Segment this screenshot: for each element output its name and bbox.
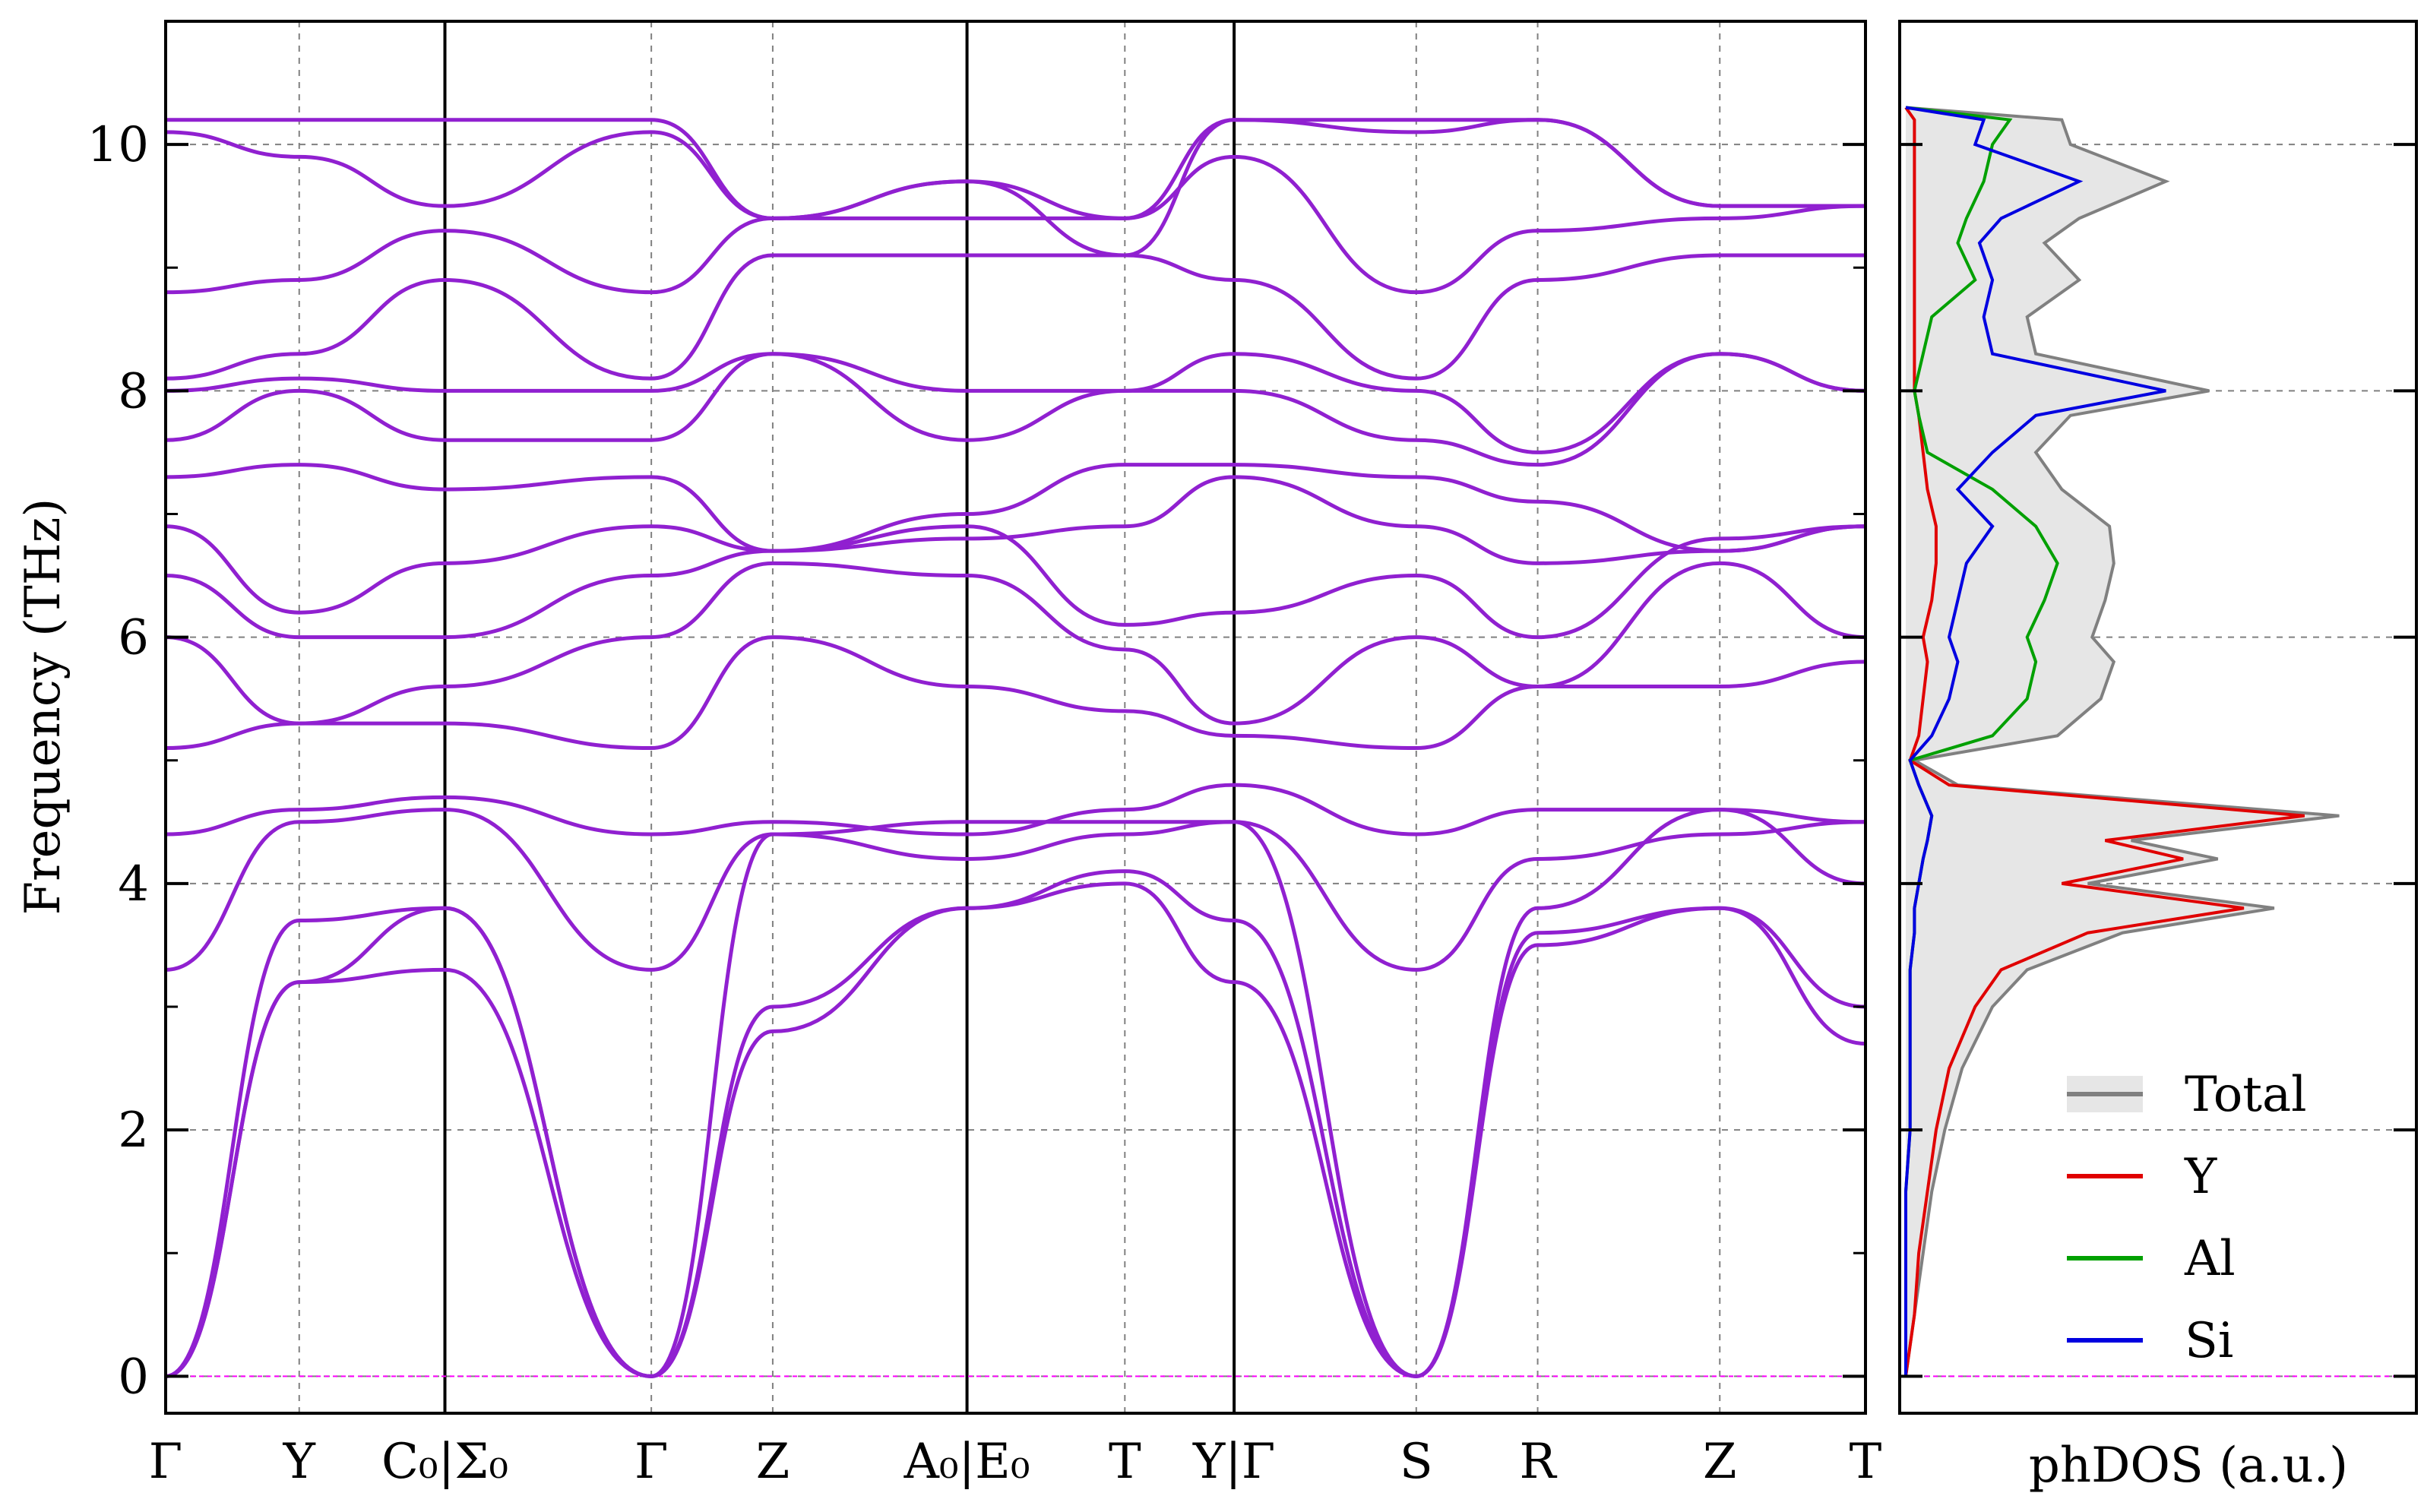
band-structure-panel: 0 2 4 6 8 10 Γ Y C₀|Σ₀ Γ Z A₀|E₀ T Y|Γ S R Z T [87,20,1882,1490]
band-ytick-label: 8 [118,363,149,419]
band-ytick-label: 2 [118,1102,149,1159]
phonon-band-band-15 [165,118,1865,220]
phonon-band-band-6 [165,635,1866,751]
phonon-band-band-3 [165,808,1866,1378]
kpath-label: Γ [149,1434,182,1490]
dos-xlabel-group: phDOS (a.u.) [2029,1438,2348,1494]
phonon-band-band-7 [165,561,1866,726]
dos-fill-Total [1906,107,2340,1377]
phonon-band-band-2 [165,869,1866,1378]
kpath-label: T [1109,1434,1141,1490]
kpath-label: S [1400,1434,1433,1490]
dos-x-axis-title: phDOS (a.u.) [2029,1438,2348,1494]
phonon-band-band-9 [165,475,1866,615]
phonon-band-band-11 [165,352,1866,467]
band-axes-frame [164,20,1867,1415]
y-axis-title: Frequency (THz) [15,498,71,916]
kpath-label: Γ [634,1434,668,1490]
phonon-band-band-13 [165,253,1865,381]
phonon-band-band-10 [165,463,1866,553]
legend-label-Al: Al [2184,1231,2236,1287]
band-ytick-label: 4 [118,856,149,913]
kpath-label: T [1850,1434,1882,1490]
kpath-label: R [1519,1434,1557,1490]
phonon-band-band-4 [165,808,1866,972]
dos-line-Si [1904,106,2166,1377]
phonon-band-band-5 [165,783,1866,837]
band-ytick-label: 6 [118,610,149,666]
phonon-band-band-12 [165,352,1866,454]
kpath-label: C₀|Σ₀ [381,1434,508,1490]
kpath-label: Z [756,1434,790,1490]
kpath-label: A₀|E₀ [903,1434,1030,1490]
phonon-band-band-1 [165,881,1866,1378]
dos-line-Total [1904,106,2340,1377]
band-ytick-label: 10 [87,117,149,173]
phdos-panel: Total Y Al Si [1898,20,2418,1415]
kpath-label: Y [283,1434,316,1490]
legend-label-Y: Y [2184,1149,2217,1205]
kpath-label: Z [1703,1434,1736,1490]
phonon-band-band-16 [166,118,1865,258]
dos-line-Y [1904,106,2305,1377]
legend-label-Total: Total [2185,1067,2307,1123]
dos-axes-frame [1898,20,2418,1415]
phonon-band-band-8 [165,524,1866,640]
y-axis-title-group: Frequency (THz) [15,498,71,916]
kpath-label: Y|Γ [1192,1434,1275,1490]
legend-label-Si: Si [2185,1313,2233,1369]
band-ytick-label: 0 [118,1349,149,1405]
